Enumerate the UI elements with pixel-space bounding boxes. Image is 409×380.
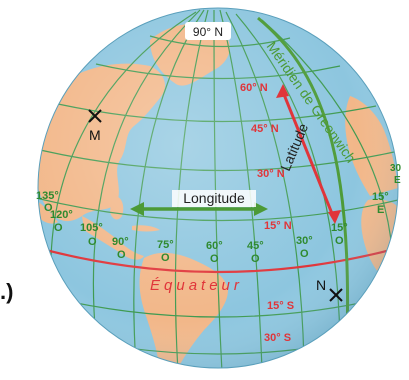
svg-text:O: O — [44, 202, 53, 214]
lon-label-30e: 30 E — [390, 163, 402, 186]
lon-label-90o: 90° O — [112, 236, 129, 261]
globe-outline — [37, 7, 399, 369]
svg-text:90°: 90° — [112, 236, 129, 248]
lon-label-30o: 30° O — [296, 235, 313, 260]
lon-label-120o: 120° O — [50, 209, 73, 234]
lon-label-105o: 105° O — [80, 222, 103, 248]
longitude-arrow — [130, 202, 268, 216]
point-n-label: N — [316, 277, 326, 293]
lon-label-135o: 135° O — [36, 190, 59, 214]
lat-label-15s: 15° S — [267, 300, 294, 312]
north-pole-label-bg — [185, 22, 231, 40]
svg-text:45°: 45° — [247, 240, 264, 252]
svg-text:135°: 135° — [36, 190, 59, 202]
lon-label-45o: 45° O — [247, 240, 264, 265]
svg-text:O: O — [251, 253, 260, 265]
point-m-label: M — [89, 127, 101, 143]
svg-text:E: E — [394, 175, 401, 186]
svg-text:30°: 30° — [296, 235, 313, 247]
lon-label-15e: 15° E — [372, 191, 389, 216]
north-pole-label: 90° N — [193, 25, 223, 39]
point-n-marker — [329, 288, 343, 302]
svg-text:O: O — [54, 222, 63, 234]
lat-label-45n: 45° N — [251, 123, 279, 135]
svg-text:O: O — [117, 249, 126, 261]
equator-label: Équateur — [150, 277, 243, 294]
lat-label-30n: 30° N — [257, 168, 285, 180]
svg-text:75°: 75° — [157, 239, 174, 251]
globe-shading — [38, 8, 398, 368]
svg-text:30: 30 — [390, 163, 402, 174]
lat-label-60n: 60° N — [240, 82, 268, 94]
svg-text:O: O — [335, 235, 344, 247]
lat-label-30s: 30° S — [264, 332, 291, 344]
svg-text:60°: 60° — [206, 240, 223, 252]
svg-text:O: O — [161, 252, 170, 264]
svg-text:120°: 120° — [50, 209, 73, 221]
svg-text:O: O — [300, 248, 309, 260]
longitude-label: Longitude — [183, 190, 245, 206]
lon-label-75o: 75° O — [157, 239, 174, 264]
latitude-arrow — [276, 84, 341, 224]
svg-text:O: O — [88, 236, 97, 248]
svg-text:O: O — [210, 253, 219, 265]
svg-text:15°: 15° — [372, 191, 389, 203]
svg-text:15°: 15° — [331, 222, 348, 234]
point-m-marker — [88, 109, 102, 123]
side-mark: .) — [0, 279, 14, 304]
lon-label-15o: 15° O — [331, 222, 348, 247]
lon-label-60o: 60° O — [206, 240, 223, 265]
lat-label-15n: 15° N — [264, 220, 292, 232]
svg-text:105°: 105° — [80, 222, 103, 234]
longitude-label-bg — [172, 190, 256, 207]
svg-text:E: E — [377, 204, 384, 216]
